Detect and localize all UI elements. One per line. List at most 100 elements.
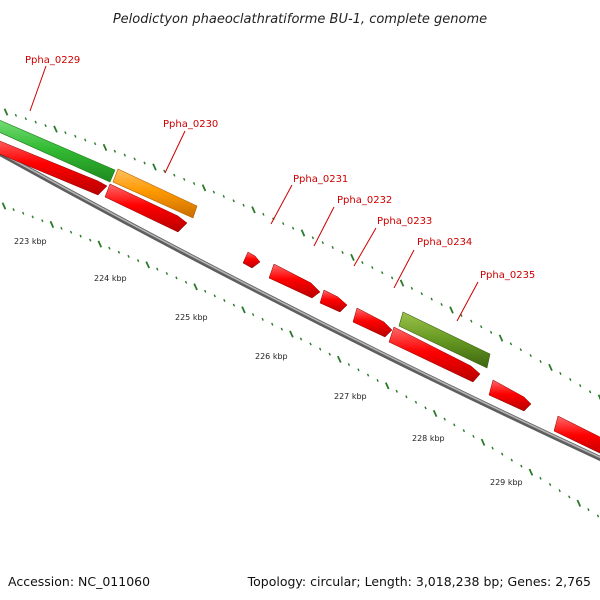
gene-arrow[interactable] bbox=[242, 251, 261, 269]
major-tick bbox=[49, 220, 55, 229]
major-tick bbox=[1, 202, 7, 210]
minor-tick bbox=[271, 322, 274, 326]
reverse-strand-genes bbox=[0, 137, 600, 458]
minor-tick bbox=[341, 250, 344, 254]
gene-arrow[interactable] bbox=[553, 415, 600, 458]
minor-tick bbox=[414, 400, 418, 404]
minor-tick bbox=[361, 260, 364, 264]
major-tick bbox=[145, 261, 150, 269]
minor-tick bbox=[282, 222, 285, 226]
kbp-label: 224 kbp bbox=[94, 274, 127, 283]
minor-tick bbox=[489, 330, 493, 334]
kbp-label: 225 kbp bbox=[175, 313, 208, 322]
major-tick bbox=[152, 163, 157, 171]
minor-tick bbox=[24, 117, 27, 121]
minor-tick bbox=[558, 489, 561, 493]
locus-label-ppha-0235[interactable]: Ppha_0235 bbox=[480, 270, 535, 281]
callout-line bbox=[353, 227, 377, 267]
minor-tick bbox=[213, 294, 216, 298]
minor-tick bbox=[328, 352, 331, 356]
minor-tick bbox=[74, 134, 77, 138]
minor-tick bbox=[299, 337, 303, 341]
minor-tick bbox=[520, 464, 523, 468]
minor-tick bbox=[79, 234, 82, 238]
gene-arrow[interactable] bbox=[104, 183, 188, 233]
minor-tick bbox=[192, 182, 196, 186]
gene-arrow[interactable] bbox=[0, 137, 108, 196]
gene-ppha-0235[interactable] bbox=[398, 311, 491, 369]
minor-tick bbox=[223, 298, 226, 302]
gene-arrow[interactable] bbox=[488, 379, 532, 412]
major-tick bbox=[384, 382, 390, 390]
minor-tick bbox=[156, 267, 159, 271]
gene-arrow[interactable] bbox=[268, 263, 321, 299]
minor-tick bbox=[251, 313, 255, 317]
major-tick bbox=[480, 438, 486, 446]
minor-tick bbox=[222, 194, 225, 198]
major-tick bbox=[350, 253, 355, 262]
minor-tick bbox=[331, 246, 334, 250]
major-tick bbox=[241, 306, 246, 314]
minor-tick bbox=[21, 211, 25, 215]
minor-tick bbox=[596, 514, 600, 518]
callout-line bbox=[313, 206, 335, 247]
kbp-label: 227 kbp bbox=[334, 392, 367, 401]
accession-label: Accession: NC_011060 bbox=[8, 574, 150, 589]
minor-tick bbox=[587, 508, 590, 512]
gene-arrow[interactable] bbox=[388, 326, 481, 383]
gene-ppha-0230[interactable] bbox=[112, 168, 198, 219]
minor-tick bbox=[204, 289, 207, 293]
minor-tick bbox=[212, 190, 216, 194]
major-tick bbox=[576, 499, 582, 507]
minor-tick bbox=[539, 359, 542, 363]
minor-tick bbox=[321, 241, 324, 245]
minor-tick bbox=[41, 219, 44, 223]
minor-tick bbox=[381, 271, 384, 275]
locus-label-ppha-0230[interactable]: Ppha_0230 bbox=[163, 119, 218, 130]
major-tick bbox=[102, 143, 108, 152]
minor-tick bbox=[579, 384, 582, 388]
locus-label-ppha-0229[interactable]: Ppha_0229 bbox=[25, 55, 80, 66]
kbp-label: 229 kbp bbox=[490, 478, 523, 487]
minor-tick bbox=[405, 395, 408, 399]
kbp-label: 226 kbp bbox=[255, 352, 288, 361]
minor-tick bbox=[510, 458, 513, 462]
minor-tick bbox=[443, 417, 446, 421]
minor-tick bbox=[84, 138, 87, 142]
minor-tick bbox=[280, 327, 284, 331]
minor-tick bbox=[108, 246, 111, 250]
minor-tick bbox=[183, 177, 186, 181]
minor-tick bbox=[491, 446, 494, 450]
locus-label-ppha-0233[interactable]: Ppha_0233 bbox=[377, 216, 432, 227]
minor-tick bbox=[64, 131, 67, 135]
minor-tick bbox=[440, 303, 443, 307]
minor-tick bbox=[93, 142, 97, 146]
gene-arrow[interactable] bbox=[352, 307, 393, 338]
minor-tick bbox=[14, 113, 18, 117]
minor-tick bbox=[173, 173, 176, 177]
minor-tick bbox=[69, 230, 73, 234]
minor-tick bbox=[371, 266, 374, 270]
minor-tick bbox=[410, 286, 414, 290]
minor-tick bbox=[453, 423, 456, 427]
minor-tick bbox=[347, 363, 351, 367]
minor-tick bbox=[480, 325, 483, 329]
minor-tick bbox=[420, 292, 423, 296]
callout-line bbox=[164, 130, 186, 174]
minor-tick bbox=[519, 348, 522, 352]
major-tick bbox=[597, 394, 600, 401]
minor-tick bbox=[117, 250, 121, 254]
major-tick bbox=[53, 125, 58, 133]
minor-tick bbox=[568, 495, 571, 499]
major-tick bbox=[337, 355, 342, 363]
locus-label-ppha-0232[interactable]: Ppha_0232 bbox=[337, 195, 392, 206]
minor-tick bbox=[460, 314, 463, 318]
minor-tick bbox=[376, 378, 379, 382]
locus-label-ppha-0231[interactable]: Ppha_0231 bbox=[293, 174, 348, 185]
gene-ppha-0229[interactable] bbox=[0, 116, 116, 183]
minor-tick bbox=[357, 368, 360, 372]
major-tick bbox=[289, 330, 294, 338]
locus-label-ppha-0234[interactable]: Ppha_0234 bbox=[417, 237, 472, 248]
gene-arrow[interactable] bbox=[319, 289, 348, 313]
major-tick bbox=[3, 108, 9, 116]
